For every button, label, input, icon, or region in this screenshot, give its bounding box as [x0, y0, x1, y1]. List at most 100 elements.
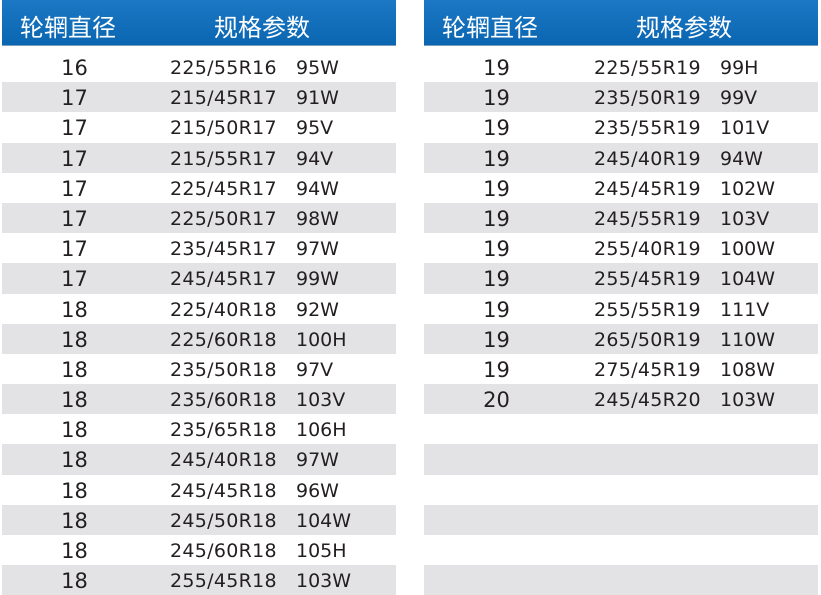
load-speed-index: 91W [296, 87, 339, 110]
load-speed-index: 110W [720, 328, 776, 351]
tire-size: 245/45R17 [170, 268, 277, 291]
load-speed-index: 102W [720, 177, 776, 200]
table-row: 16 225/55R16 95W [2, 52, 396, 82]
tire-size: 235/50R19 [594, 87, 701, 110]
table-row: 17 235/45R17 97W [2, 233, 396, 263]
load-speed-index: 103W [296, 570, 352, 593]
rim-diameter: 19 [483, 86, 510, 111]
rim-diameter: 19 [483, 176, 510, 201]
rim-diameter: 17 [61, 206, 88, 231]
tire-size: 255/45R18 [170, 570, 277, 593]
table-row: 19 235/50R19 99V [424, 82, 818, 113]
header-spec: 规格参数 [636, 14, 732, 42]
table-row: 19 255/45R19 104W [424, 263, 818, 294]
rim-diameter: 19 [483, 297, 510, 322]
rim-diameter: 18 [61, 297, 88, 322]
table-row: 17 215/45R17 91W [2, 82, 396, 113]
tire-size: 235/65R18 [170, 419, 277, 442]
right-table: 轮辋直径 规格参数 19 225/55R19 99H 19 235/50R19 99V 19… [424, 0, 818, 595]
left-table: 轮辋直径 规格参数 16 225/55R16 95W 17 215/45R17 91W 17… [2, 0, 396, 595]
header-diameter: 轮辋直径 [442, 14, 538, 42]
load-speed-index: 105H [296, 540, 347, 562]
table-row: 17 225/45R17 94W [2, 173, 396, 203]
tire-size: 225/55R19 [594, 57, 701, 79]
load-speed-index: 111V [720, 298, 770, 321]
rim-diameter: 17 [61, 237, 88, 262]
tire-size: 255/45R19 [594, 268, 701, 291]
load-speed-index: 104W [296, 509, 352, 532]
rim-diameter: 19 [483, 357, 510, 382]
table-row: 17 225/50R17 98W [2, 202, 396, 234]
load-speed-index: 94W [296, 177, 339, 200]
tire-size: 225/60R18 [170, 328, 277, 351]
table-row: 19 245/40R19 94W [424, 142, 818, 173]
table-row: 20 245/45R20 103W [424, 384, 818, 415]
load-speed-index: 96W [296, 479, 339, 502]
table-row: 18 245/50R18 104W [2, 504, 396, 535]
tire-size: 245/50R18 [170, 509, 277, 532]
rim-diameter: 19 [483, 267, 510, 292]
rim-diameter: 18 [61, 569, 88, 594]
load-speed-index: 92W [296, 298, 339, 321]
table-row: 19 255/55R19 111V [424, 294, 818, 324]
load-speed-index: 108W [720, 358, 776, 381]
load-speed-index: 95W [296, 57, 339, 79]
load-speed-index: 101V [720, 117, 770, 140]
empty-row [424, 504, 818, 535]
load-speed-index: 97W [296, 449, 339, 472]
rim-diameter: 18 [61, 327, 88, 352]
rim-diameter: 18 [61, 388, 88, 413]
rim-diameter: 18 [61, 539, 88, 563]
tire-size: 255/40R19 [594, 238, 701, 261]
rim-diameter: 19 [483, 206, 510, 231]
tire-size: 235/45R17 [170, 238, 277, 261]
empty-row [424, 565, 818, 595]
table-row: 18 235/65R18 106H [2, 414, 396, 444]
load-speed-index: 98W [296, 207, 339, 230]
tire-size: 225/50R17 [170, 207, 277, 230]
load-speed-index: 103V [720, 207, 770, 230]
rim-diameter: 18 [61, 448, 88, 473]
load-speed-index: 103W [720, 389, 776, 412]
tire-size: 255/55R19 [594, 298, 701, 321]
tire-size: 245/40R18 [170, 449, 277, 472]
load-speed-index: 104W [720, 268, 776, 291]
rim-diameter: 17 [61, 267, 88, 292]
empty-row [424, 414, 818, 444]
tire-size: 245/55R19 [594, 207, 701, 230]
tire-size: 245/45R18 [170, 479, 277, 502]
rim-diameter: 17 [61, 146, 88, 171]
rim-diameter: 19 [483, 327, 510, 352]
table-row: 17 215/50R17 95V [2, 112, 396, 142]
rim-diameter: 18 [61, 478, 88, 503]
table-row: 19 245/55R19 103V [424, 202, 818, 234]
table-row: 18 225/60R18 100H [2, 323, 396, 354]
rim-diameter: 16 [61, 56, 88, 80]
empty-row [424, 444, 818, 475]
table-body: 16 225/55R16 95W 17 215/45R17 91W 17 215/50R17 9… [2, 52, 396, 595]
tire-size: 215/55R17 [170, 147, 277, 170]
table-row: 17 245/45R17 99W [2, 263, 396, 294]
tire-size: 275/45R19 [594, 358, 701, 381]
load-speed-index: 100W [720, 238, 776, 261]
load-speed-index: 99H [720, 57, 759, 79]
load-speed-index: 94W [720, 147, 763, 170]
tire-size: 235/55R19 [594, 117, 701, 140]
tire-size: 225/55R16 [170, 57, 277, 79]
header-diameter: 轮辋直径 [20, 14, 116, 42]
tire-size: 245/40R19 [594, 147, 701, 170]
load-speed-index: 97W [296, 238, 339, 261]
rim-diameter: 17 [61, 176, 88, 201]
table-header: 轮辋直径 规格参数 [424, 0, 818, 46]
tire-size: 245/45R20 [594, 389, 701, 412]
load-speed-index: 97V [296, 358, 334, 381]
rim-diameter: 17 [61, 86, 88, 111]
table-header: 轮辋直径 规格参数 [2, 0, 396, 46]
table-row: 19 265/50R19 110W [424, 323, 818, 354]
table-row: 18 235/50R18 97V [2, 354, 396, 384]
tire-size: 225/40R18 [170, 298, 277, 321]
header-spec: 规格参数 [214, 14, 310, 42]
empty-row [424, 535, 818, 565]
tire-size: 245/45R19 [594, 177, 701, 200]
rim-diameter: 20 [483, 388, 510, 413]
